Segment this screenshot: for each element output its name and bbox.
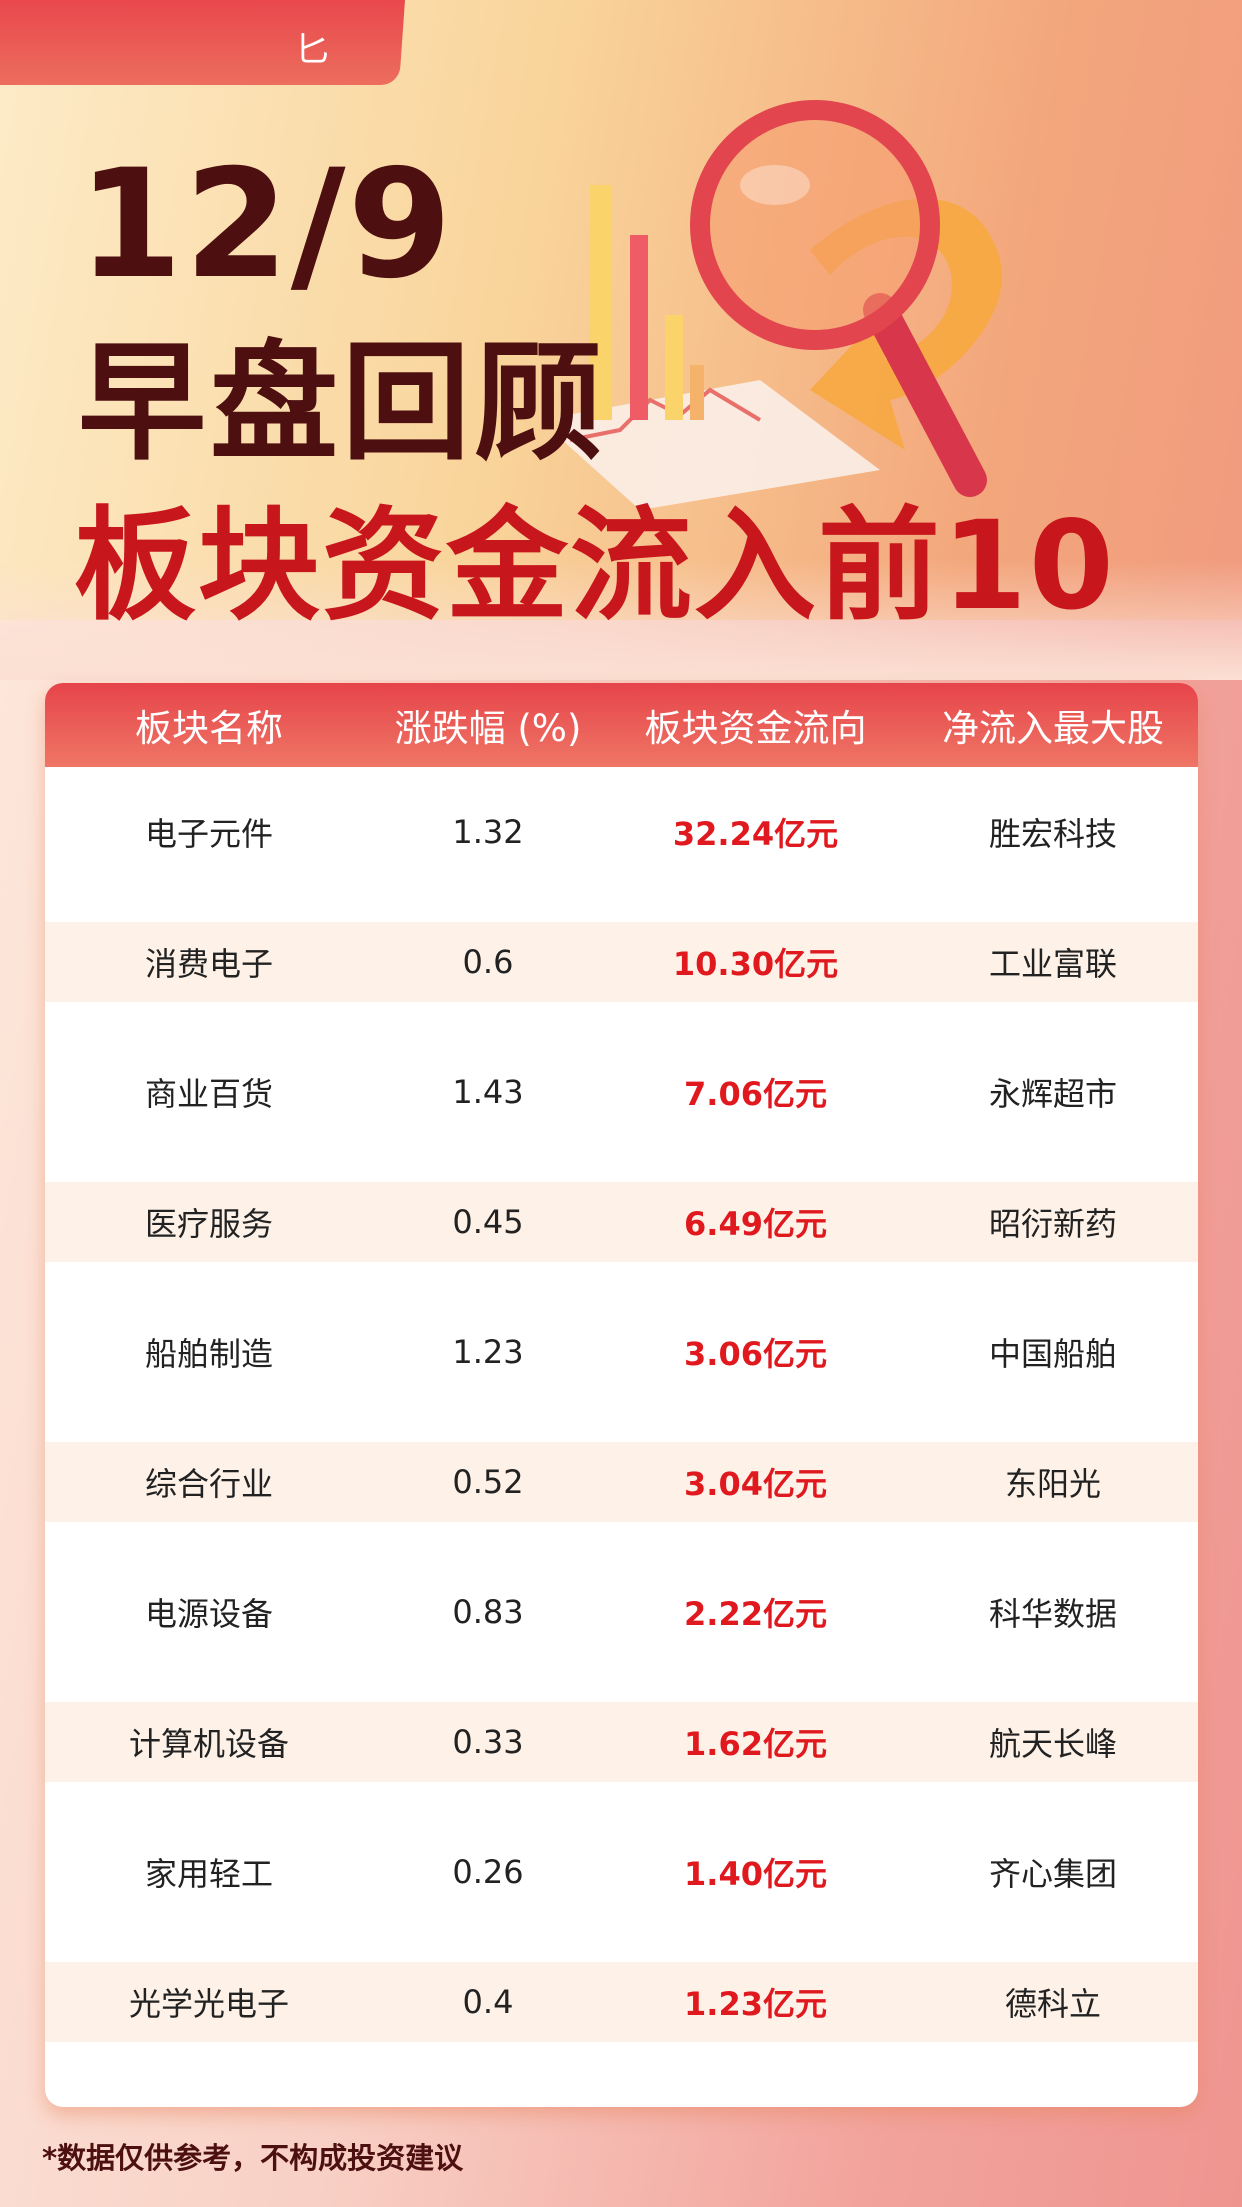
table-row: 电子元件 1.32 32.24亿元 胜宏科技 <box>45 767 1198 897</box>
sector-cell: 电子元件 <box>144 815 273 853</box>
top-stock-cell: 永辉超市 <box>988 1075 1117 1113</box>
top-stock-cell: 东阳光 <box>1004 1465 1101 1503</box>
change-cell: 0.45 <box>452 1203 524 1241</box>
table-row: 消费电子 0.6 10.30亿元 工业富联 <box>45 897 1198 1027</box>
table-row: 计算机设备 0.33 1.62亿元 航天长峰 <box>45 1677 1198 1807</box>
flow-cell: 3.06亿元 <box>684 1335 827 1373</box>
arrow-icon <box>810 198 1002 450</box>
table-row: 船舶制造 1.23 3.06亿元 中国船舶 <box>45 1287 1198 1417</box>
flow-cell: 2.22亿元 <box>684 1595 827 1633</box>
column-header-top-stock: 净流入最大股 <box>942 707 1164 750</box>
table-body: 电子元件 1.32 32.24亿元 胜宏科技消费电子 0.6 10.30亿元 工业富联商业百… <box>45 767 1198 2067</box>
sector-cell: 家用轻工 <box>144 1855 273 1893</box>
sector-cell: 光学光电子 <box>128 1985 289 2023</box>
change-cell: 0.52 <box>452 1463 524 1501</box>
sector-cell: 电源设备 <box>144 1595 273 1633</box>
top-stock-cell: 德科立 <box>1004 1985 1101 2023</box>
table-row: 医疗服务 0.45 6.49亿元 昭衍新药 <box>45 1157 1198 1287</box>
change-cell: 1.43 <box>452 1073 524 1111</box>
change-cell: 0.4 <box>462 1983 514 2021</box>
flow-cell: 7.06亿元 <box>684 1075 827 1113</box>
sector-cell: 医疗服务 <box>144 1205 273 1243</box>
top-stock-cell: 昭衍新药 <box>988 1205 1117 1243</box>
sector-cell: 消费电子 <box>144 945 273 983</box>
table-header: 板块名称 涨跌幅 (%) 板块资金流向 净流入最大股 <box>45 683 1198 767</box>
sector-cell: 计算机设备 <box>128 1725 289 1763</box>
background-fade <box>0 560 1242 680</box>
disclaimer: *数据仅供参考，不构成投资建议 <box>42 2141 464 2175</box>
date-heading: 12/9 <box>78 138 454 312</box>
column-header-sector: 板块名称 <box>135 707 283 750</box>
flow-cell: 6.49亿元 <box>684 1205 827 1243</box>
magnifying-glass-icon <box>690 100 987 497</box>
magnifier-chart-illustration <box>560 100 1002 510</box>
bar-chart-icon <box>590 185 704 420</box>
top-stock-cell: 胜宏科技 <box>988 815 1117 853</box>
top-stock-cell: 中国船舶 <box>988 1335 1117 1373</box>
table-row: 光学光电子 0.4 1.23亿元 德科立 <box>45 1937 1198 2067</box>
change-cell: 1.23 <box>452 1333 524 1371</box>
corner-tag-text: 匕 <box>295 30 329 70</box>
flow-cell: 32.24亿元 <box>672 815 839 853</box>
change-cell: 0.33 <box>452 1723 524 1761</box>
top-stock-cell: 齐心集团 <box>988 1855 1117 1893</box>
flow-cell: 10.30亿元 <box>672 945 839 983</box>
table-row: 商业百货 1.43 7.06亿元 永辉超市 <box>45 1027 1198 1157</box>
inflow-table: 板块名称 涨跌幅 (%) 板块资金流向 净流入最大股 电子元件 1.32 32.24… <box>45 683 1198 2107</box>
sector-cell: 商业百货 <box>144 1075 273 1113</box>
flow-cell: 1.40亿元 <box>684 1855 827 1893</box>
sector-cell: 船舶制造 <box>144 1335 273 1373</box>
corner-tag <box>0 0 406 85</box>
sector-cell: 综合行业 <box>144 1465 273 1503</box>
change-cell: 1.32 <box>452 813 524 851</box>
column-header-change: 涨跌幅 (%) <box>394 707 582 750</box>
flow-cell: 1.23亿元 <box>684 1985 827 2023</box>
change-cell: 0.26 <box>452 1853 524 1891</box>
change-cell: 0.83 <box>452 1593 524 1631</box>
flow-cell: 1.62亿元 <box>684 1725 827 1763</box>
top-stock-cell: 航天长峰 <box>988 1725 1117 1763</box>
page-title: 早盘回顾 <box>78 329 607 478</box>
table-row: 家用轻工 0.26 1.40亿元 齐心集团 <box>45 1807 1198 1937</box>
change-cell: 0.6 <box>462 943 514 981</box>
table-row: 电源设备 0.83 2.22亿元 科华数据 <box>45 1547 1198 1677</box>
table-row: 综合行业 0.52 3.04亿元 东阳光 <box>45 1417 1198 1547</box>
page-subtitle: 板块资金流入前10 <box>74 495 1116 637</box>
top-stock-cell: 科华数据 <box>988 1595 1117 1633</box>
column-header-flow: 板块资金流向 <box>644 707 867 750</box>
flow-cell: 3.04亿元 <box>684 1465 827 1503</box>
top-stock-cell: 工业富联 <box>988 945 1117 983</box>
